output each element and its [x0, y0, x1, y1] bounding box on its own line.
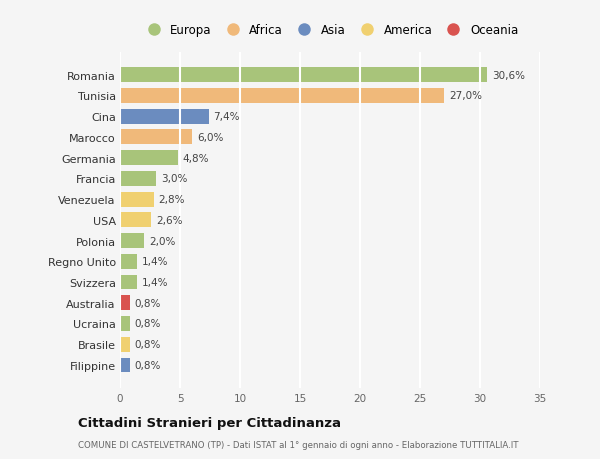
Bar: [120, 234, 144, 248]
Text: Cittadini Stranieri per Cittadinanza: Cittadini Stranieri per Cittadinanza: [78, 416, 341, 429]
Bar: [120, 109, 209, 124]
Bar: [120, 213, 151, 228]
Text: 1,4%: 1,4%: [142, 257, 168, 267]
Bar: [120, 192, 154, 207]
Text: 0,8%: 0,8%: [134, 319, 161, 329]
Bar: [120, 275, 137, 290]
Text: 30,6%: 30,6%: [492, 71, 525, 80]
Bar: [120, 68, 487, 83]
Text: 0,8%: 0,8%: [134, 340, 161, 349]
Text: 3,0%: 3,0%: [161, 174, 187, 184]
Text: 2,0%: 2,0%: [149, 236, 175, 246]
Bar: [120, 296, 130, 311]
Text: 7,4%: 7,4%: [214, 112, 240, 122]
Text: 6,0%: 6,0%: [197, 133, 223, 143]
Bar: [120, 172, 156, 186]
Bar: [120, 151, 178, 166]
Bar: [120, 316, 130, 331]
Text: COMUNE DI CASTELVETRANO (TP) - Dati ISTAT al 1° gennaio di ogni anno - Elaborazi: COMUNE DI CASTELVETRANO (TP) - Dati ISTA…: [78, 441, 518, 449]
Text: 0,8%: 0,8%: [134, 298, 161, 308]
Text: 1,4%: 1,4%: [142, 277, 168, 287]
Text: 2,8%: 2,8%: [158, 195, 185, 205]
Bar: [120, 89, 444, 104]
Text: 27,0%: 27,0%: [449, 91, 482, 101]
Text: 4,8%: 4,8%: [182, 153, 209, 163]
Bar: [120, 254, 137, 269]
Bar: [120, 337, 130, 352]
Text: 2,6%: 2,6%: [156, 215, 182, 225]
Bar: [120, 130, 192, 145]
Text: 0,8%: 0,8%: [134, 360, 161, 370]
Bar: [120, 358, 130, 373]
Legend: Europa, Africa, Asia, America, Oceania: Europa, Africa, Asia, America, Oceania: [138, 20, 522, 40]
